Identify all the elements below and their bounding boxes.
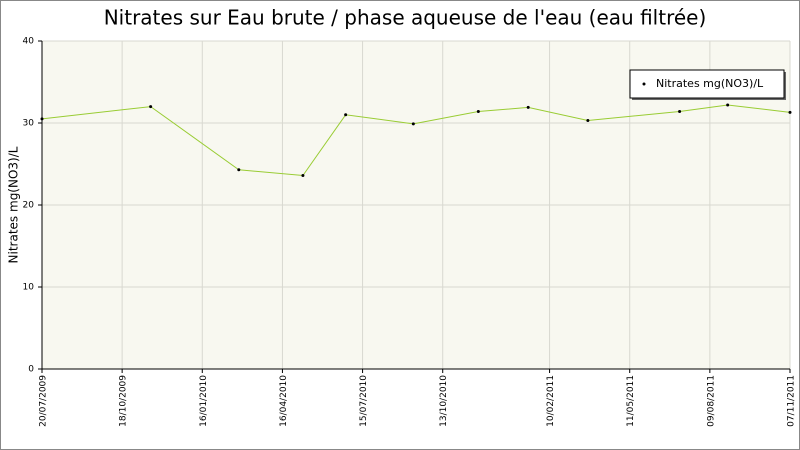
point: [726, 103, 730, 107]
point: [411, 122, 415, 126]
y-tick-label: 0: [28, 365, 34, 375]
point: [788, 110, 792, 114]
point: [586, 119, 590, 123]
legend-marker: [642, 82, 646, 86]
point: [301, 173, 305, 177]
x-tick-label: 18/10/2009: [119, 375, 129, 427]
y-tick-label: 20: [23, 201, 35, 211]
x-tick-label: 16/01/2010: [199, 375, 209, 427]
y-axis-label: Nitrates mg(NO3)/L: [7, 146, 21, 263]
x-tick-label: 10/02/2011: [546, 375, 556, 427]
point: [526, 105, 530, 109]
chart-title: Nitrates sur Eau brute / phase aqueuse d…: [104, 6, 707, 30]
point: [237, 168, 241, 172]
x-tick-label: 07/11/2011: [787, 375, 797, 427]
x-tick-label: 15/07/2010: [359, 375, 369, 427]
x-tick-label: 11/05/2011: [626, 375, 636, 427]
legend-box: [629, 69, 785, 99]
legend-label: Nitrates mg(NO3)/L: [656, 77, 764, 90]
x-tick-label: 20/07/2009: [39, 375, 49, 427]
y-tick-label: 40: [23, 37, 35, 47]
legend: Nitrates mg(NO3)/L: [629, 69, 786, 100]
x-tick-label: 09/08/2011: [706, 375, 716, 427]
point: [344, 113, 348, 117]
point: [678, 110, 682, 114]
point: [476, 110, 480, 114]
point: [149, 105, 153, 109]
y-tick-label: 30: [23, 119, 35, 129]
x-tick-label: 16/04/2010: [279, 375, 289, 427]
y-tick-label: 10: [23, 283, 35, 293]
line: [41, 104, 791, 177]
x-tick-label: 13/10/2010: [439, 375, 449, 427]
point: [40, 117, 44, 121]
